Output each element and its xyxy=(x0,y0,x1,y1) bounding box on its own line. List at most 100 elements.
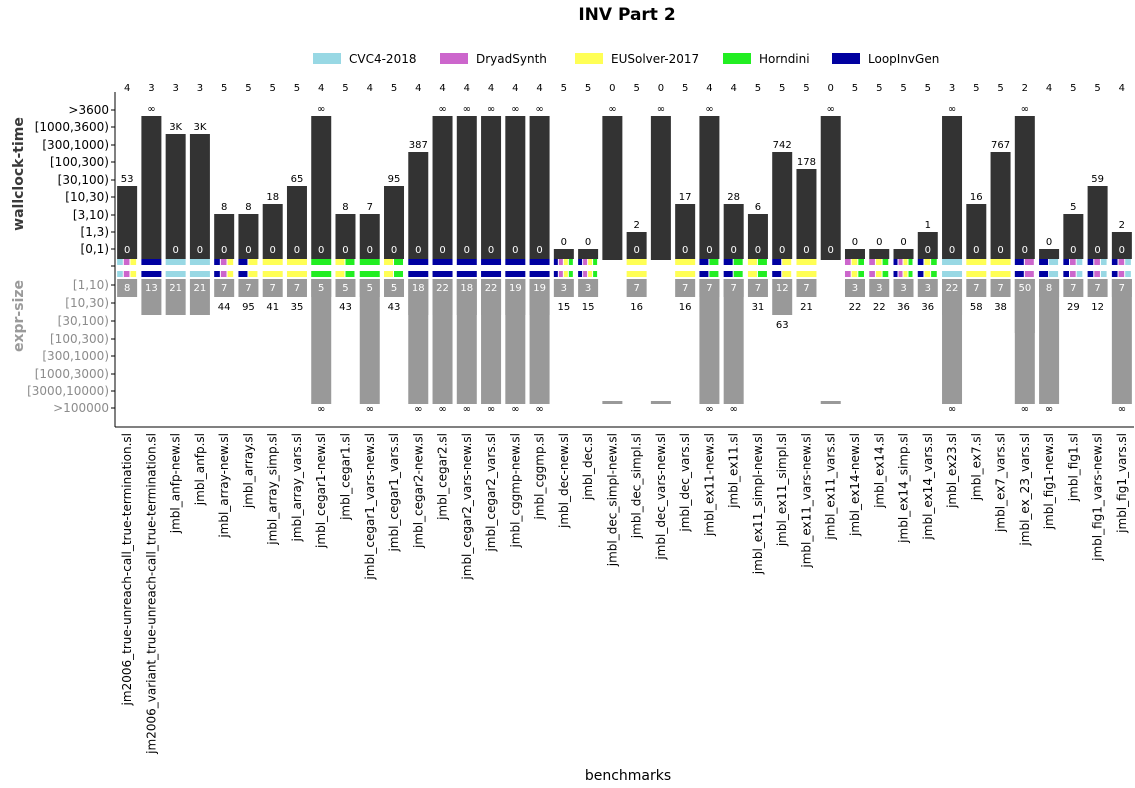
time-label: 6 xyxy=(755,202,761,213)
fastest-solver-mark xyxy=(248,259,258,265)
fastest-solver-mark xyxy=(772,259,782,265)
legend-swatch xyxy=(440,53,468,64)
benchmark-label: jmbl_ex11_simpl-new.sl xyxy=(751,433,765,575)
benchmark-group: 5 18 0 7 41 jmbl_array_simp.sl xyxy=(262,83,283,546)
fastest-solver-mark xyxy=(141,259,162,265)
time-label: 0 xyxy=(585,237,591,248)
benchmark-label: jmbl_ex_23_vars.sl xyxy=(1018,433,1032,547)
max-size-label: 43 xyxy=(339,302,352,313)
time-bar xyxy=(966,204,987,259)
benchmark-group: 2∞05050∞jmbl_ex_23_vars.sl xyxy=(1014,83,1035,547)
fastest-solver-mark xyxy=(908,259,913,265)
fastest-solver-mark xyxy=(583,259,588,265)
smallest-solver-mark xyxy=(747,271,757,277)
size-bar xyxy=(602,401,623,404)
fastest-solver-mark xyxy=(165,259,186,265)
solved-count: 5 xyxy=(900,83,906,94)
fastest-solver-mark xyxy=(869,259,875,265)
size-bar xyxy=(869,279,890,297)
time-label: ∞ xyxy=(827,104,835,115)
solved-count: 5 xyxy=(633,83,639,94)
fastest-solver-mark xyxy=(227,259,234,265)
benchmark-label: jmbl_ex14_simp.sl xyxy=(897,433,911,544)
smallest-solver-mark xyxy=(141,271,162,277)
max-size-label: 95 xyxy=(242,302,255,313)
fastest-solver-mark xyxy=(851,259,858,265)
benchmark-group: 5 1 0 3 36 jmbl_ex14_vars.sl xyxy=(917,83,938,541)
y-tick-label: [1,10) xyxy=(73,278,109,292)
size-bar xyxy=(262,279,283,297)
time-label: 767 xyxy=(991,140,1010,151)
benchmark-label: jmbl_ex14.sl xyxy=(872,433,886,509)
max-size-label: 58 xyxy=(970,302,983,313)
y-tick-label: [0,1) xyxy=(81,242,109,256)
fastest-solver-mark xyxy=(990,259,1011,265)
fastest-solver-mark xyxy=(1014,259,1024,265)
smallest-solver-mark xyxy=(558,271,563,277)
y-tick-label: [100,300) xyxy=(50,332,109,346)
time-label: 0 xyxy=(561,237,567,248)
min-time-label: 0 xyxy=(706,245,712,256)
size-label: 19 xyxy=(509,283,522,294)
min-time-label: 0 xyxy=(124,245,130,256)
solved-count: 4 xyxy=(367,83,373,94)
smallest-solver-mark xyxy=(1063,271,1070,277)
time-bar xyxy=(844,249,865,259)
y-tick-label: [1,3) xyxy=(81,225,109,239)
max-size-label: ∞ xyxy=(948,404,956,415)
smallest-solver-mark xyxy=(394,271,404,277)
time-label: 0 xyxy=(852,237,858,248)
solved-count: 5 xyxy=(245,83,251,94)
smallest-solver-mark xyxy=(723,271,733,277)
benchmark-group: 4 53 0 8 jm2006_true-unreach-call_true-termi… xyxy=(117,83,138,706)
max-size-label: 36 xyxy=(921,302,934,313)
solved-count: 4 xyxy=(464,83,470,94)
smallest-solver-mark xyxy=(583,271,588,277)
legend-label: LoopInvGen xyxy=(868,52,939,66)
time-bar xyxy=(408,152,429,259)
y-axis-label-top: wallclock-time xyxy=(11,117,27,231)
smallest-solver-mark xyxy=(844,271,851,277)
fastest-solver-mark xyxy=(529,259,550,265)
time-label: ∞ xyxy=(487,104,495,115)
solved-count: 5 xyxy=(270,83,276,94)
fastest-solver-mark xyxy=(898,259,903,265)
fastest-solver-mark xyxy=(1100,259,1107,265)
max-size-label: 43 xyxy=(388,302,401,313)
fastest-solver-mark xyxy=(1087,259,1094,265)
time-bar xyxy=(286,186,307,259)
fastest-solver-mark xyxy=(505,259,526,265)
benchmark-group: 5 178 0 7 21 jmbl_ex11_vars-new.sl xyxy=(796,83,817,569)
smallest-solver-mark xyxy=(931,271,937,277)
smallest-solver-mark xyxy=(1024,271,1034,277)
benchmark-label: jmbl_cegar2.sl xyxy=(436,433,450,521)
time-bar xyxy=(1087,186,1108,259)
benchmark-group: 4∞077∞jmbl_ex11-new.sl xyxy=(699,83,720,537)
solved-count: 4 xyxy=(536,83,542,94)
fastest-solver-mark xyxy=(481,259,502,265)
smallest-solver-mark xyxy=(869,271,875,277)
solved-count: 5 xyxy=(391,83,397,94)
benchmark-group: 5 17 0 7 16 jmbl_dec_vars.sl xyxy=(675,83,696,533)
time-bar xyxy=(505,116,526,259)
fastest-solver-mark xyxy=(1125,259,1131,265)
benchmark-group: 5 6 0 7 31 jmbl_ex11_simpl-new.sl xyxy=(747,83,768,575)
min-time-label: 0 xyxy=(1022,245,1028,256)
benchmark-group: 5 16 0 7 58 jmbl_ex7.sl xyxy=(966,83,987,501)
smallest-solver-mark xyxy=(214,271,220,277)
time-label: 8 xyxy=(342,202,348,213)
time-bar xyxy=(772,152,793,259)
fastest-solver-mark xyxy=(359,259,380,265)
time-bar xyxy=(699,116,720,259)
legend-swatch xyxy=(575,53,603,64)
fastest-solver-mark xyxy=(117,259,123,265)
max-size-label: 21 xyxy=(800,302,813,313)
y-tick-label: [3000,10000) xyxy=(27,384,109,398)
min-time-label: 0 xyxy=(172,245,178,256)
size-label: 18 xyxy=(412,283,425,294)
fastest-solver-mark xyxy=(1024,259,1034,265)
fastest-solver-mark xyxy=(456,259,477,265)
fastest-solver-mark xyxy=(1111,259,1118,265)
fastest-solver-mark xyxy=(593,259,598,265)
fastest-solver-mark xyxy=(924,259,931,265)
